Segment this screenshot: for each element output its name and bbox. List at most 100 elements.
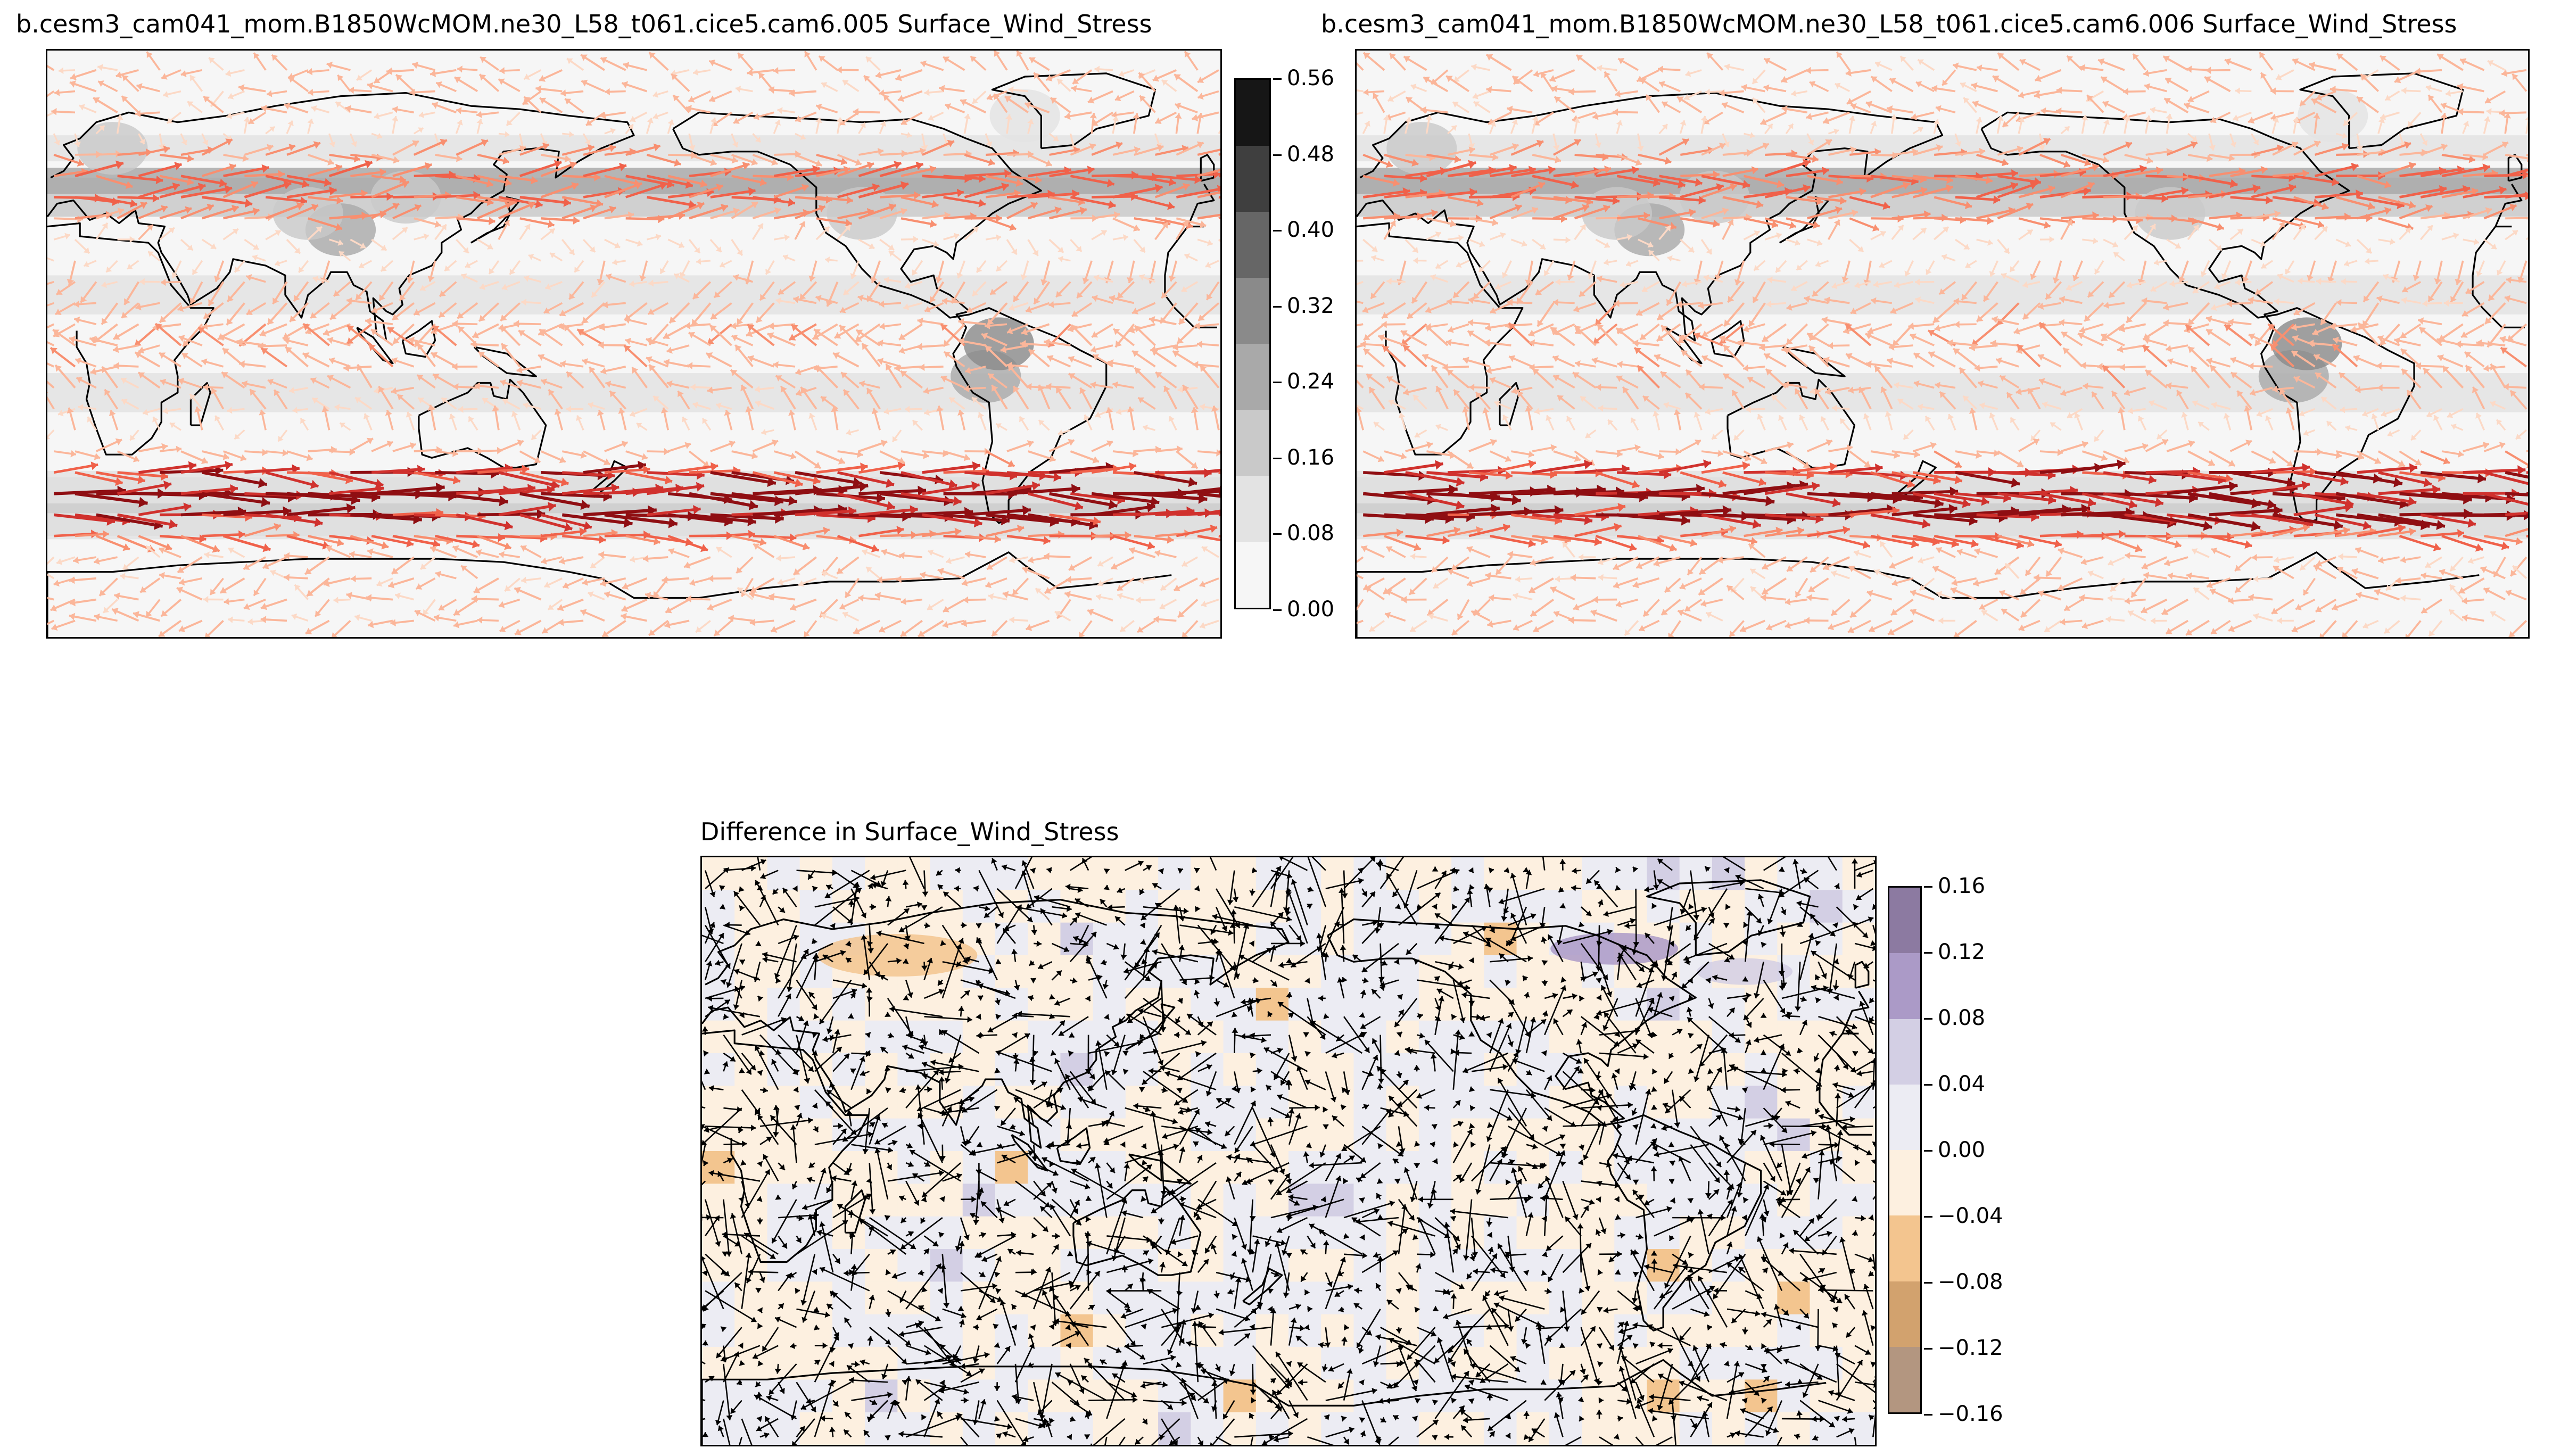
coastline-uk — [1200, 154, 1215, 182]
wind-vector — [2163, 97, 2189, 113]
wind-vector — [2365, 258, 2378, 265]
wind-vector — [710, 208, 740, 220]
wind-vector — [266, 449, 288, 457]
wind-vector — [47, 556, 55, 565]
wind-vector — [2111, 390, 2126, 410]
difference-vector — [796, 955, 818, 999]
wind-vector — [2293, 471, 2349, 486]
wind-vector — [1562, 541, 1575, 558]
wind-vector — [1991, 316, 2019, 326]
wind-vector — [2060, 181, 2095, 198]
wind-vector — [2013, 323, 2041, 335]
wind-vector — [665, 598, 690, 614]
wind-vector — [773, 67, 796, 75]
wind-vector — [2127, 610, 2146, 622]
wind-vector — [1384, 611, 1406, 622]
wind-vector — [1757, 413, 1766, 431]
difference-vector — [1343, 857, 1376, 889]
wind-vector — [120, 573, 139, 580]
contour-cell — [1353, 1249, 1387, 1283]
difference-vector — [1417, 979, 1471, 991]
wind-vector — [1091, 111, 1113, 127]
wind-vector — [1658, 123, 1668, 135]
wind-vector — [1941, 254, 1956, 262]
wind-vector — [1357, 407, 1364, 431]
wind-vector — [816, 166, 850, 177]
wind-vector — [321, 406, 331, 431]
difference-vector — [1434, 975, 1440, 982]
wind-vector — [1405, 209, 1438, 220]
wind-vector — [1597, 556, 1617, 566]
wind-vector — [2038, 378, 2062, 389]
wind-vector — [2056, 86, 2083, 94]
wind-vector — [47, 573, 55, 580]
wind-vector — [2508, 620, 2527, 637]
wind-vector — [1879, 260, 1893, 268]
wind-vector — [1128, 547, 1156, 558]
difference-vector — [1779, 925, 1786, 937]
wind-vector — [1729, 620, 1745, 637]
wind-vector — [870, 260, 881, 284]
wind-vector — [2166, 238, 2182, 249]
difference-vector — [778, 934, 799, 945]
wind-vector — [680, 260, 690, 278]
wind-vector — [688, 133, 696, 151]
difference-vector — [808, 991, 815, 999]
wind-vector — [477, 175, 512, 187]
wind-vector — [192, 260, 203, 276]
wind-vector — [1597, 64, 1617, 72]
difference-vector — [1106, 942, 1119, 950]
contour-cell — [767, 1347, 800, 1380]
wind-vector — [901, 492, 962, 506]
wind-vector — [1050, 97, 1071, 113]
difference-vector — [1291, 879, 1308, 925]
difference-vector — [1085, 995, 1091, 1002]
difference-vector — [1028, 960, 1035, 966]
wind-vector — [78, 404, 97, 411]
wind-vector — [2449, 556, 2464, 572]
wind-vector — [836, 117, 843, 134]
wind-vector — [308, 88, 329, 96]
wind-vector — [765, 260, 775, 275]
difference-vector — [1011, 949, 1018, 962]
wind-vector — [2191, 548, 2210, 558]
wind-vector — [134, 351, 161, 368]
wind-vector — [2503, 383, 2527, 391]
difference-vector — [1836, 906, 1869, 939]
magnitude-colorbar-tick: 0.40 — [1273, 218, 1335, 243]
wind-vector — [799, 281, 817, 301]
wind-vector — [1870, 230, 1886, 241]
wind-vector — [413, 138, 448, 156]
difference-vector — [1560, 977, 1566, 983]
wind-vector — [181, 352, 203, 368]
wind-vector — [1360, 340, 1385, 348]
wind-vector — [2330, 86, 2358, 94]
difference-vector — [1781, 1068, 1788, 1075]
wind-vector — [223, 506, 292, 517]
wind-vector — [541, 153, 571, 163]
wind-vector — [2143, 69, 2167, 77]
difference-vector — [1688, 1068, 1694, 1074]
wind-vector — [390, 619, 414, 627]
wind-vector — [1490, 505, 1564, 517]
wind-vector — [465, 260, 478, 268]
wind-vector — [2400, 348, 2422, 368]
wind-vector — [2020, 599, 2041, 618]
wind-vector — [612, 259, 626, 266]
difference-vector — [1636, 979, 1655, 988]
difference-vector — [1371, 988, 1381, 999]
wind-vector — [1043, 338, 1071, 346]
wind-vector — [1640, 78, 1660, 93]
wind-vector — [1638, 484, 1705, 495]
wind-vector — [114, 592, 139, 601]
wind-vector — [1554, 96, 1575, 113]
wind-vector — [755, 385, 774, 393]
wind-vector — [113, 362, 139, 370]
difference-vector — [1672, 1029, 1683, 1036]
wind-vector — [53, 233, 71, 241]
wind-vector — [226, 281, 245, 303]
wind-vector — [1849, 196, 1890, 210]
wind-vector — [2272, 142, 2299, 156]
wind-vector — [75, 471, 123, 486]
wind-vector — [625, 123, 634, 135]
